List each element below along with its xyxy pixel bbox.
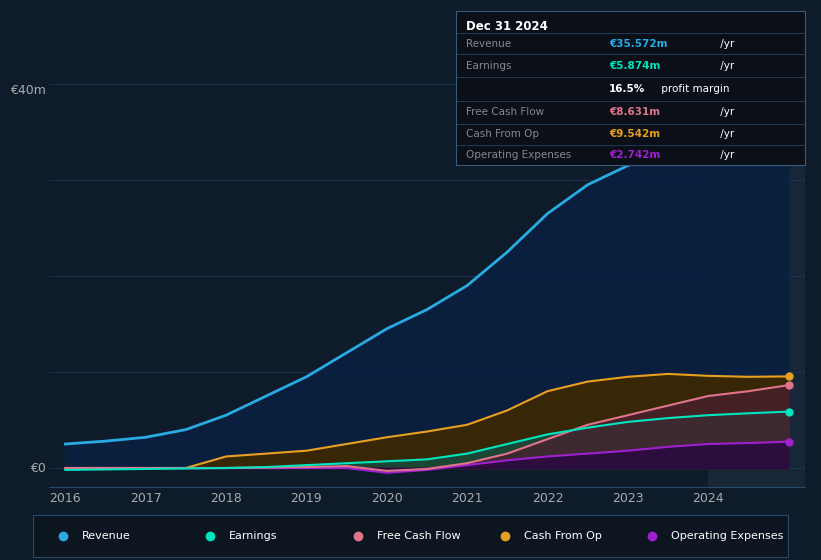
- Text: Operating Expenses: Operating Expenses: [466, 150, 571, 160]
- Text: €2.742m: €2.742m: [609, 150, 661, 160]
- Text: Dec 31 2024: Dec 31 2024: [466, 21, 548, 34]
- Text: Earnings: Earnings: [229, 531, 277, 541]
- Text: 16.5%: 16.5%: [609, 84, 645, 94]
- Text: Revenue: Revenue: [82, 531, 131, 541]
- Text: €40m: €40m: [10, 84, 45, 97]
- Text: Operating Expenses: Operating Expenses: [671, 531, 783, 541]
- Text: /yr: /yr: [718, 61, 735, 71]
- Text: Earnings: Earnings: [466, 61, 511, 71]
- Text: €0: €0: [30, 461, 45, 474]
- Text: /yr: /yr: [718, 39, 735, 49]
- Text: Cash From Op: Cash From Op: [466, 129, 539, 139]
- Text: Free Cash Flow: Free Cash Flow: [377, 531, 460, 541]
- Text: /yr: /yr: [718, 107, 735, 117]
- Text: profit margin: profit margin: [658, 84, 730, 94]
- Text: €35.572m: €35.572m: [609, 39, 667, 49]
- Text: €8.631m: €8.631m: [609, 107, 660, 117]
- Bar: [709, 84, 805, 487]
- Text: Cash From Op: Cash From Op: [524, 531, 602, 541]
- Text: €5.874m: €5.874m: [609, 61, 661, 71]
- Text: €9.542m: €9.542m: [609, 129, 660, 139]
- Text: /yr: /yr: [718, 129, 735, 139]
- Text: /yr: /yr: [718, 150, 735, 160]
- Text: Free Cash Flow: Free Cash Flow: [466, 107, 544, 117]
- Text: Revenue: Revenue: [466, 39, 511, 49]
